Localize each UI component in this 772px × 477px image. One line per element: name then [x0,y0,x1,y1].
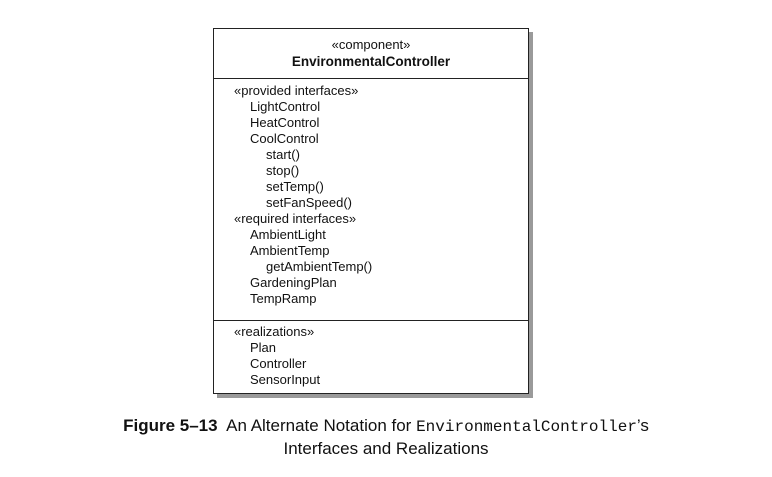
operation-set-temp: setTemp() [266,179,324,194]
provided-interfaces-header: «provided interfaces» [234,83,359,98]
required-interface-ambient-light: AmbientLight [250,227,326,242]
caption-line-1: Figure 5–13 An Alternate Notation for En… [0,415,772,438]
figure-caption: Figure 5–13 An Alternate Notation for En… [0,415,772,460]
component-box: «component» EnvironmentalController «pro… [213,28,529,394]
realizations-compartment: «realizations» Plan Controller SensorInp… [214,321,528,388]
component-name: EnvironmentalController [291,54,451,69]
realization-controller: Controller [250,356,307,371]
component-stereotype: «component» [331,37,411,52]
realizations-header: «realizations» [234,324,315,339]
realization-sensor-input: SensorInput [250,372,321,387]
caption-line-2: Interfaces and Realizations [283,439,489,458]
required-interfaces-header: «required interfaces» [234,211,357,226]
caption-code: EnvironmentalController [416,418,637,436]
provided-interface-cool-control: CoolControl [250,131,319,146]
realization-plan: Plan [250,340,277,355]
interfaces-compartment: «provided interfaces» LightControl HeatC… [214,79,528,321]
operation-set-fan-speed: setFanSpeed() [266,195,352,210]
operation-stop: stop() [266,163,300,178]
component-header: «component» EnvironmentalController [214,29,528,79]
provided-interface-heat-control: HeatControl [250,115,320,130]
required-interface-gardening-plan: GardeningPlan [250,275,337,290]
required-interface-ambient-temp: AmbientTemp [250,243,330,258]
caption-text-before: An Alternate Notation for [226,416,412,435]
required-interface-temp-ramp: TempRamp [250,291,317,306]
provided-interface-light-control: LightControl [250,99,321,114]
caption-text-after: ’s [636,416,649,435]
operation-get-ambient-temp: getAmbientTemp() [266,259,373,274]
figure-label: Figure 5–13 [123,416,218,435]
operation-start: start() [266,147,300,162]
